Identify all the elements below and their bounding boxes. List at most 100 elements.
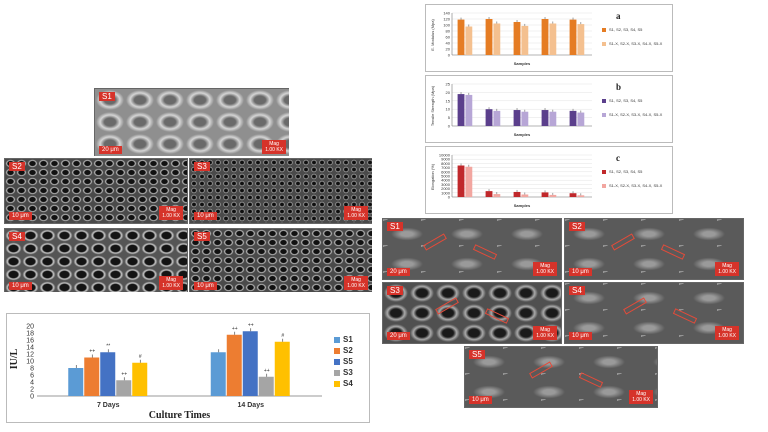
sample-label: S3: [387, 286, 403, 295]
sample-label: S1: [387, 222, 403, 231]
culture-bar-chart: IU/L 0 2 4 6 8 10 12 14 16 18 20 7 Days 14 Days ++ ** ++…: [6, 313, 370, 423]
y-tick-label: 6000: [441, 169, 451, 174]
y-tick-label: 20: [446, 47, 451, 52]
chart-b-svg: Tensile Strength (Mpa) 0 5 10 15 20 25 Samples b…: [430, 82, 663, 138]
bar: [210, 352, 226, 396]
magnification-label: Mag 1.00 KX: [629, 390, 653, 404]
sem-left-micrograph-s5: S5 10 μm Mag 1.00 KX: [189, 228, 372, 292]
sem-right-micrograph-s1: S1 20 μm Mag 1.00 KX: [382, 218, 562, 280]
magnification-line: 1.00 KX: [347, 283, 365, 289]
magnification-label: Mag 1.00 KX: [533, 262, 557, 276]
y-tick-label: 0: [448, 195, 451, 200]
bar: [513, 110, 521, 126]
red-arrow-icon: [423, 233, 447, 251]
panel-letter: b: [616, 82, 621, 92]
y-tick-label: 10000: [439, 153, 451, 158]
bar: [521, 194, 529, 197]
magnification-label: Mag 1.00 KX: [344, 206, 368, 220]
scale-bar-label: 20 μm: [387, 332, 410, 340]
magnification-line: Mag: [636, 391, 646, 397]
y-tick-label: 20: [26, 324, 34, 331]
bar: [577, 24, 585, 55]
red-arrow-icon: [472, 244, 498, 260]
magnification-label: Mag 1.00 KX: [715, 326, 739, 340]
bar: [521, 111, 529, 126]
scale-bar-label: 20 μm: [99, 146, 122, 154]
chart-b: Tensile Strength (Mpa) 0 5 10 15 20 25 Samples b…: [425, 75, 673, 143]
bar: [485, 19, 493, 55]
x-axis-label: Culture Times: [149, 410, 211, 421]
red-arrow-icon: [660, 244, 686, 260]
sem-top-group: S1 20 μm Mag 1.00 KX: [94, 88, 289, 156]
magnification-label: Mag 1.00 KX: [159, 206, 183, 220]
bar: [457, 19, 465, 56]
y-tick-label: 18: [26, 331, 34, 338]
legend-swatch: [334, 359, 340, 365]
y-tick-label: 0: [30, 394, 34, 401]
legend-label: S1, S2, S3, S4, S5: [609, 27, 643, 32]
red-arrow-icon: [672, 308, 698, 324]
scale-bar-label: 10 μm: [194, 282, 217, 290]
sem-right-group: S1 20 μm Mag 1.00 KX S2 10 μm Mag 1.00 KX S3 20 μ…: [382, 218, 744, 408]
sample-label: S1: [99, 92, 115, 101]
sample-label: S2: [9, 162, 25, 171]
bar: [541, 192, 549, 197]
y-tick-label: 20: [446, 90, 451, 95]
significance-mark: #: [281, 333, 284, 339]
x-tick-label: 7 Days: [97, 402, 120, 409]
magnification-line: Mag: [269, 141, 279, 147]
magnification-line: Mag: [351, 277, 361, 283]
y-tick-label: 9000: [441, 157, 451, 162]
scale-bar-label: 10 μm: [9, 212, 32, 220]
bar: [100, 352, 116, 396]
bar: [274, 341, 290, 396]
y-tick-label: 12: [26, 352, 34, 359]
legend-swatch: [334, 370, 340, 376]
bar: [493, 194, 501, 197]
panel-letter: a: [616, 11, 621, 21]
legend-label: S1, S2, S3, S4, S5: [609, 98, 643, 103]
scale-bar-label: 10 μm: [469, 396, 492, 404]
legend-label: S1: [343, 335, 353, 344]
y-tick-label: 8000: [441, 161, 451, 166]
magnification-line: Mag: [351, 207, 361, 213]
y-tick-label: 2000: [441, 186, 451, 191]
magnification-line: 1.00 KX: [718, 333, 736, 339]
y-tick-label: 5000: [441, 174, 451, 179]
red-arrow-icon: [529, 361, 553, 379]
red-arrow-icon: [484, 308, 510, 324]
bar: [242, 331, 258, 396]
bar: [549, 194, 557, 197]
sample-label: S4: [569, 286, 585, 295]
y-tick-label: 7000: [441, 165, 451, 170]
sem-right-micrograph-s2: S2 10 μm Mag 1.00 KX: [564, 218, 744, 280]
sem-left-micrograph-s2: S2 10 μm Mag 1.00 KX: [4, 158, 188, 224]
y-tick-label: 15: [446, 98, 451, 103]
magnification-line: 1.00 KX: [536, 333, 554, 339]
sample-label: S4: [9, 232, 25, 241]
bar: [513, 191, 521, 197]
legend-swatch: [334, 337, 340, 343]
magnification-line: 1.00 KX: [265, 147, 283, 153]
legend-swatch: [602, 184, 606, 188]
y-tick-label: 16: [26, 338, 34, 345]
bar: [549, 23, 557, 55]
bar: [485, 109, 493, 126]
bar: [84, 357, 100, 396]
y-tick-label: 8: [30, 366, 34, 373]
y-tick-label: 6: [30, 373, 34, 380]
bar: [569, 19, 577, 56]
legend-label: S4: [343, 379, 353, 388]
legend-swatch: [602, 113, 606, 117]
chart-a: E. Modulus (Mpa) 0 20 40 60 80 100 120 140 Sample…: [425, 4, 673, 72]
bar: [465, 26, 473, 55]
y-tick-label: 80: [446, 29, 451, 34]
scale-bar-label: 10 μm: [9, 282, 32, 290]
y-tick-label: 1000: [441, 190, 451, 195]
y-tick-label: 3000: [441, 182, 451, 187]
legend-swatch: [602, 170, 606, 174]
legend-label: S3: [343, 368, 353, 377]
legend-label: S1, S2, S3, S4, S5: [609, 169, 643, 174]
panel-letter: c: [616, 153, 620, 163]
